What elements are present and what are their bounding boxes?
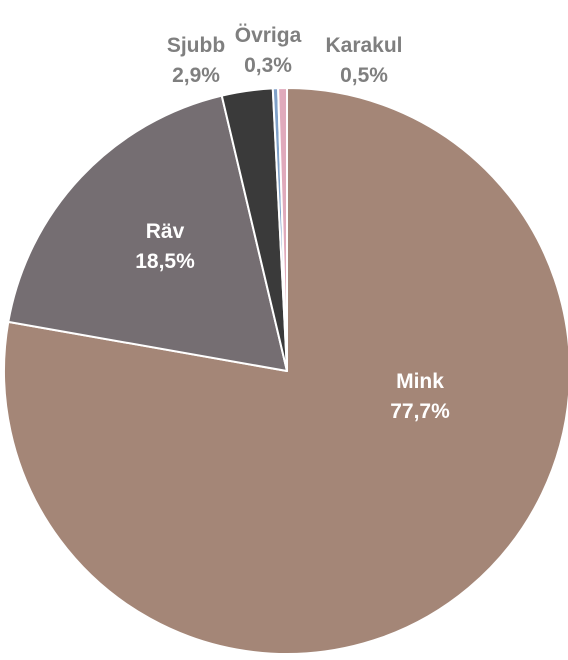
- slice-label-name-karakul: Karakul: [325, 34, 402, 57]
- slice-label-name-mink: Mink: [396, 370, 444, 393]
- slice-label-value-räv: 18,5%: [135, 250, 195, 273]
- slice-label-value-övriga: 0,3%: [244, 54, 292, 77]
- slice-label-value-sjubb: 2,9%: [172, 64, 220, 87]
- slice-label-value-mink: 77,7%: [390, 400, 450, 423]
- slice-label-name-sjubb: Sjubb: [167, 34, 225, 57]
- pie-slices: [3, 87, 568, 655]
- slice-label-name-övriga: Övriga: [235, 24, 302, 47]
- pie-slice-karakul: [277, 87, 288, 372]
- slice-label-name-räv: Räv: [146, 220, 185, 243]
- pie-labels: Mink 77,7% Räv 18,5% Sjubb 2,9% Övriga 0,3% Kara…: [135, 24, 450, 423]
- pie-slice-räv: [7, 94, 288, 372]
- slice-label-value-karakul: 0,5%: [340, 64, 388, 87]
